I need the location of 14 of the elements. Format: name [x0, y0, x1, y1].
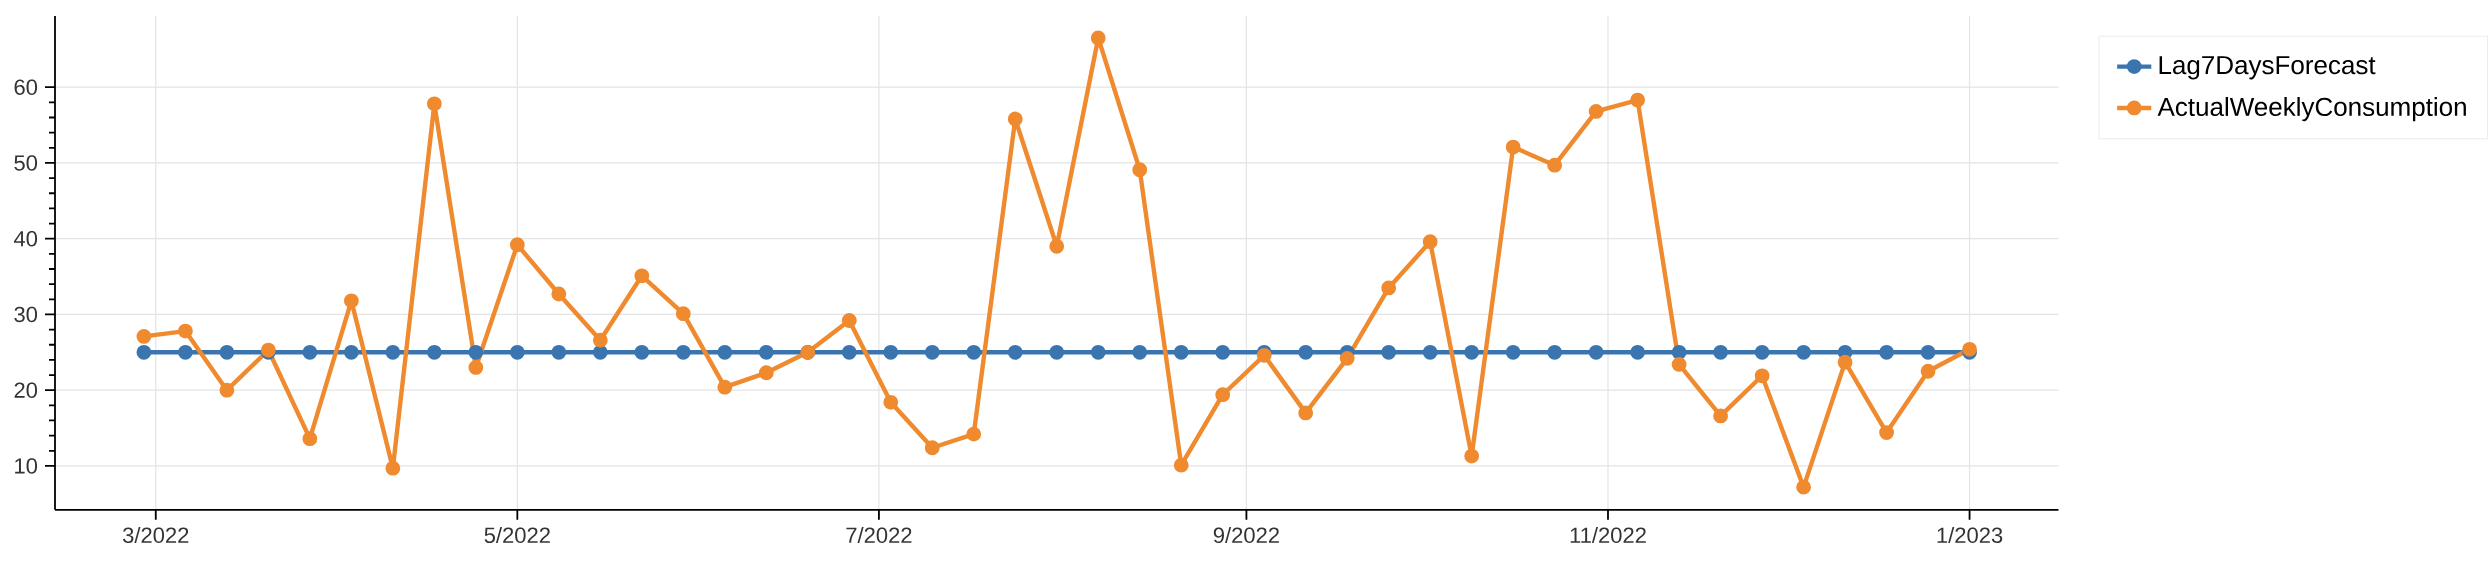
y-tick-label: 10 — [15, 458, 38, 474]
x-tick-label: 5/2022 — [484, 527, 550, 544]
x-tick-label: 1/2023 — [1937, 527, 2003, 544]
y-tick-label: 20 — [14, 382, 38, 399]
x-tick-label: 11/2022 — [1570, 527, 1646, 544]
legend-label: Lag7DaysForecast — [2159, 56, 2376, 80]
x-tick-label: 3/2022 — [122, 527, 189, 544]
y-tick-label: 30 — [14, 306, 38, 323]
y-tick-label: 50 — [14, 155, 38, 171]
y-tick-label: 40 — [13, 231, 38, 247]
x-tick-label: 7/2022 — [846, 527, 912, 544]
legend-label: ActualWeeklyConsumption — [2157, 97, 2466, 122]
y-tick-label: 60 — [14, 79, 38, 96]
x-tick-label: 9/2022 — [1213, 527, 1279, 544]
